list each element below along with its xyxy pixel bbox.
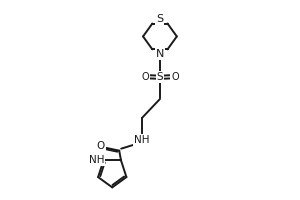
Text: NH: NH [89,155,104,165]
Text: O: O [171,72,178,82]
Text: NH: NH [134,135,150,145]
Text: O: O [141,72,149,82]
Text: N: N [156,49,164,59]
Text: S: S [156,14,164,24]
Text: O: O [96,141,105,151]
Text: S: S [157,72,163,82]
